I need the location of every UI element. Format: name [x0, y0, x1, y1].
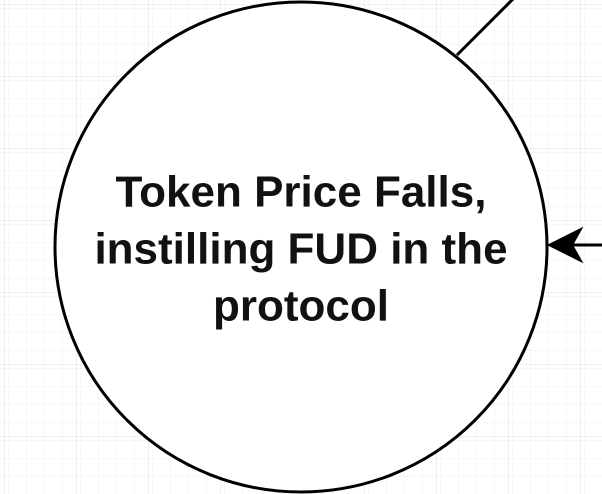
connector-top: [455, 0, 515, 57]
node-label-line: Token Price Falls,: [116, 168, 487, 217]
arrowhead: [546, 226, 584, 264]
node-circle[interactable]: [53, 0, 549, 494]
node-label-line: protocol: [213, 282, 389, 331]
node-label-line: instilling FUD in the: [94, 225, 507, 274]
